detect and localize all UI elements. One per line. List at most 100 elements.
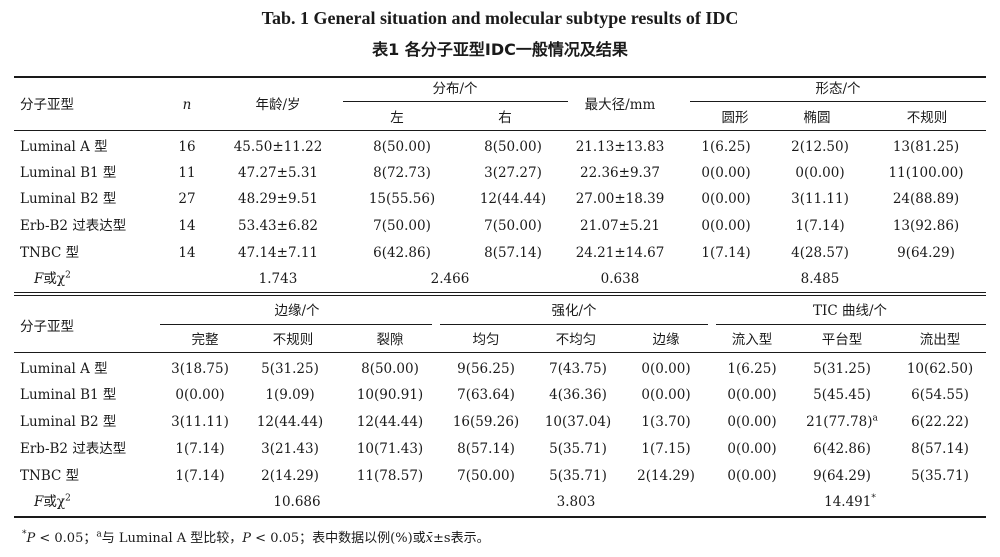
cell-plateau: 21(77.78)a (806, 413, 878, 430)
bottom-rule (14, 516, 986, 518)
cell-right: 12(44.44) (479, 191, 547, 207)
cell-uniform: 16(59.26) (452, 414, 520, 430)
header-tic-curve: TIC 曲线/个 (812, 303, 888, 319)
header-margin: 边缘/个 (274, 303, 320, 319)
table2-header-rule (14, 352, 986, 353)
enhance-group-rule (440, 324, 708, 325)
header-inflow: 流入型 (731, 332, 773, 348)
cell-round: 0(0.00) (701, 165, 751, 181)
cell-age: 47.14±7.11 (237, 245, 319, 261)
stat-distribution: 2.466 (430, 271, 470, 287)
cell-n: 14 (178, 218, 196, 234)
table1-bottom-rule-a (14, 292, 986, 293)
table-caption-chinese: 表1 各分子亚型IDC一般情况及结果 (372, 40, 628, 59)
cell-oval: 1(7.14) (795, 218, 845, 234)
header-shape: 形态/个 (815, 81, 861, 97)
table1-header-rule (14, 130, 986, 131)
row-label: TNBC 型 (20, 468, 80, 484)
cell-right: 7(50.00) (484, 218, 542, 234)
cell-left: 6(42.86) (373, 245, 431, 261)
cell-plateau: 5(31.25) (813, 361, 871, 377)
header-uniform: 均匀 (472, 332, 500, 348)
cell-age: 48.29±9.51 (237, 191, 319, 207)
stat-tic: 14.491* (824, 493, 876, 510)
header-margin-irregular: 不规则 (272, 332, 314, 348)
shape-group-rule (690, 101, 986, 102)
cell-nonuniform: 10(37.04) (544, 414, 612, 430)
cell-irregular: 13(81.25) (892, 139, 960, 155)
cell-right: 8(57.14) (484, 245, 542, 261)
header-rim: 边缘 (652, 332, 680, 348)
cell-oval: 0(0.00) (795, 165, 845, 181)
header-nonuniform: 不均匀 (555, 332, 597, 348)
cell-fissure: 10(90.91) (356, 387, 424, 403)
cell-age: 53.43±6.82 (237, 218, 319, 234)
header-age: 年龄/岁 (255, 97, 301, 113)
cell-fissure: 8(50.00) (361, 361, 419, 377)
cell-rim: 2(14.29) (637, 468, 695, 484)
header-enhancement: 强化/个 (551, 303, 597, 319)
cell-round: 0(0.00) (701, 191, 751, 207)
cell-rim: 0(0.00) (641, 361, 691, 377)
cell-max-diameter: 21.13±13.83 (575, 139, 665, 155)
header-left: 左 (390, 110, 404, 126)
cell-complete: 3(18.75) (171, 361, 229, 377)
stat-shape: 8.485 (800, 271, 840, 287)
cell-outflow: 6(22.22) (911, 414, 969, 430)
cell-max-diameter: 21.07±5.21 (579, 218, 661, 234)
cell-uniform: 7(50.00) (457, 468, 515, 484)
cell-plateau: 5(45.45) (813, 387, 871, 403)
row-label: Luminal B1 型 (20, 165, 117, 181)
row-label: TNBC 型 (20, 245, 80, 261)
header-distribution: 分布/个 (432, 81, 478, 97)
table-caption-english: Tab. 1 General situation and molecular s… (261, 8, 739, 28)
cell-n: 27 (178, 191, 196, 207)
cell-complete: 0(0.00) (175, 387, 225, 403)
cell-uniform: 9(56.25) (457, 361, 515, 377)
margin-group-rule (160, 324, 432, 325)
cell-outflow: 10(62.50) (906, 361, 974, 377)
cell-round: 1(6.25) (701, 139, 751, 155)
top-rule (14, 76, 986, 78)
cell-margin-irregular: 1(9.09) (265, 387, 315, 403)
cell-fissure: 10(71.43) (356, 441, 424, 457)
cell-margin-irregular: 2(14.29) (261, 468, 319, 484)
cell-inflow: 0(0.00) (727, 441, 777, 457)
header-n: n (182, 97, 192, 113)
cell-fissure: 11(78.57) (356, 468, 424, 484)
cell-irregular: 9(64.29) (897, 245, 955, 261)
cell-outflow: 6(54.55) (911, 387, 969, 403)
tic-group-rule (716, 324, 986, 325)
cell-rim: 1(7.15) (641, 441, 691, 457)
stat-label: F或χ2 (34, 270, 71, 287)
row-label: Erb-B2 过表达型 (20, 441, 127, 457)
cell-round: 0(0.00) (701, 218, 751, 234)
stat-margin: 10.686 (273, 494, 321, 510)
stat-age: 1.743 (258, 271, 298, 287)
row-label: Luminal A 型 (20, 361, 108, 377)
cell-complete: 1(7.14) (175, 468, 225, 484)
cell-irregular: 11(100.00) (888, 165, 964, 181)
stat-label: F或χ2 (34, 493, 71, 510)
row-label: Luminal A 型 (20, 139, 108, 155)
cell-nonuniform: 5(35.71) (549, 441, 607, 457)
cell-irregular: 13(92.86) (892, 218, 960, 234)
cell-left: 8(72.73) (373, 165, 431, 181)
cell-plateau: 6(42.86) (813, 441, 871, 457)
header-outflow: 流出型 (919, 332, 961, 348)
table-footnote: *P < 0.05；a与 Luminal A 型比较，P < 0.05；表中数据… (22, 529, 490, 546)
cell-outflow: 5(35.71) (911, 468, 969, 484)
cell-rim: 1(3.70) (641, 414, 691, 430)
cell-max-diameter: 27.00±18.39 (575, 191, 665, 207)
cell-oval: 3(11.11) (791, 191, 849, 207)
header-max-diameter: 最大径/mm (584, 97, 656, 113)
cell-round: 1(7.14) (701, 245, 751, 261)
cell-rim: 0(0.00) (641, 387, 691, 403)
cell-n: 16 (178, 139, 196, 155)
table1-bottom-rule-b (14, 295, 986, 296)
cell-max-diameter: 22.36±9.37 (579, 165, 661, 181)
header-right: 右 (498, 110, 512, 126)
cell-n: 11 (178, 165, 196, 181)
cell-nonuniform: 4(36.36) (549, 387, 607, 403)
